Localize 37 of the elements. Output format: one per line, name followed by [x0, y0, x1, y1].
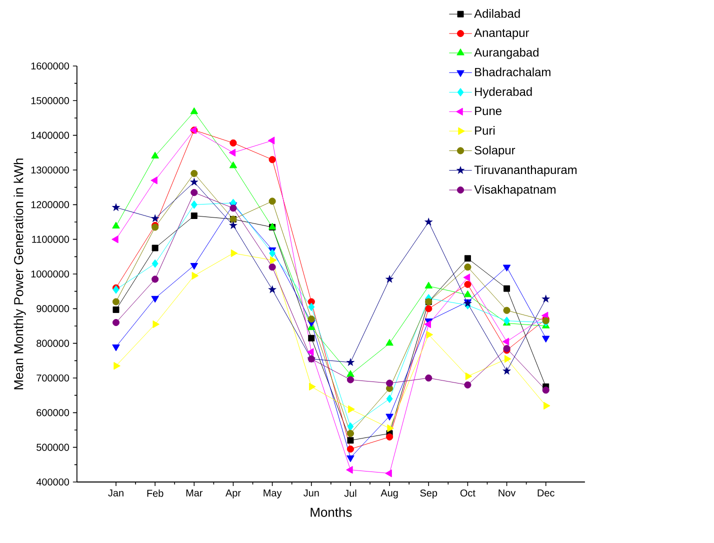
x-tick-label: Dec: [538, 490, 554, 496]
legend-label: Aurangabad: [474, 48, 538, 60]
legend-label: Visakhapatnam: [474, 184, 556, 196]
y-tick-label: 600000: [36, 409, 70, 416]
y-tick-label: 400000: [36, 478, 70, 486]
y-tick-label: 1500000: [31, 97, 70, 104]
x-tick-label: Jul: [344, 490, 356, 497]
y-tick-label: 1000000: [31, 270, 70, 278]
y-tick-label: 1300000: [31, 166, 70, 174]
x-tick-label: Sep: [420, 490, 438, 499]
y-tick-label: 1400000: [31, 132, 70, 139]
y-tick-label: 1200000: [31, 201, 70, 208]
x-axis-title: Months: [310, 507, 352, 517]
legend-label: Bhadrachalam: [475, 68, 550, 76]
x-tick-label: Mar: [186, 490, 203, 496]
legend-label: Pune: [475, 106, 502, 116]
y-tick-label: 500000: [36, 444, 70, 451]
legend-label: Hyderabad: [475, 87, 532, 98]
y-tick-label: 700000: [36, 374, 70, 382]
y-axis-title: Mean Monthly Power Generation in kWh: [14, 158, 26, 390]
x-tick-label: Apr: [225, 490, 241, 498]
x-tick-label: Jan: [108, 490, 124, 496]
x-tick-label: Jun: [304, 490, 319, 496]
x-tick-label: Aug: [380, 490, 398, 498]
legend-label: Puri: [475, 126, 495, 135]
x-tick-label: Nov: [498, 490, 516, 496]
y-tick-label: 1100000: [32, 236, 70, 243]
legend-label: Tiruvananthapuram: [474, 165, 577, 176]
y-tick-label: 900000: [36, 305, 70, 312]
legend-label: Solapur: [474, 146, 516, 157]
x-tick-label: Feb: [147, 490, 164, 497]
y-tick-label: 1600000: [31, 62, 70, 70]
legend-label: Anantapur: [474, 28, 530, 40]
x-tick-label: May: [264, 490, 282, 498]
x-tick-label: Oct: [460, 490, 476, 497]
y-tick-label: 800000: [36, 340, 70, 347]
legend-label: Adilabad: [474, 9, 520, 18]
